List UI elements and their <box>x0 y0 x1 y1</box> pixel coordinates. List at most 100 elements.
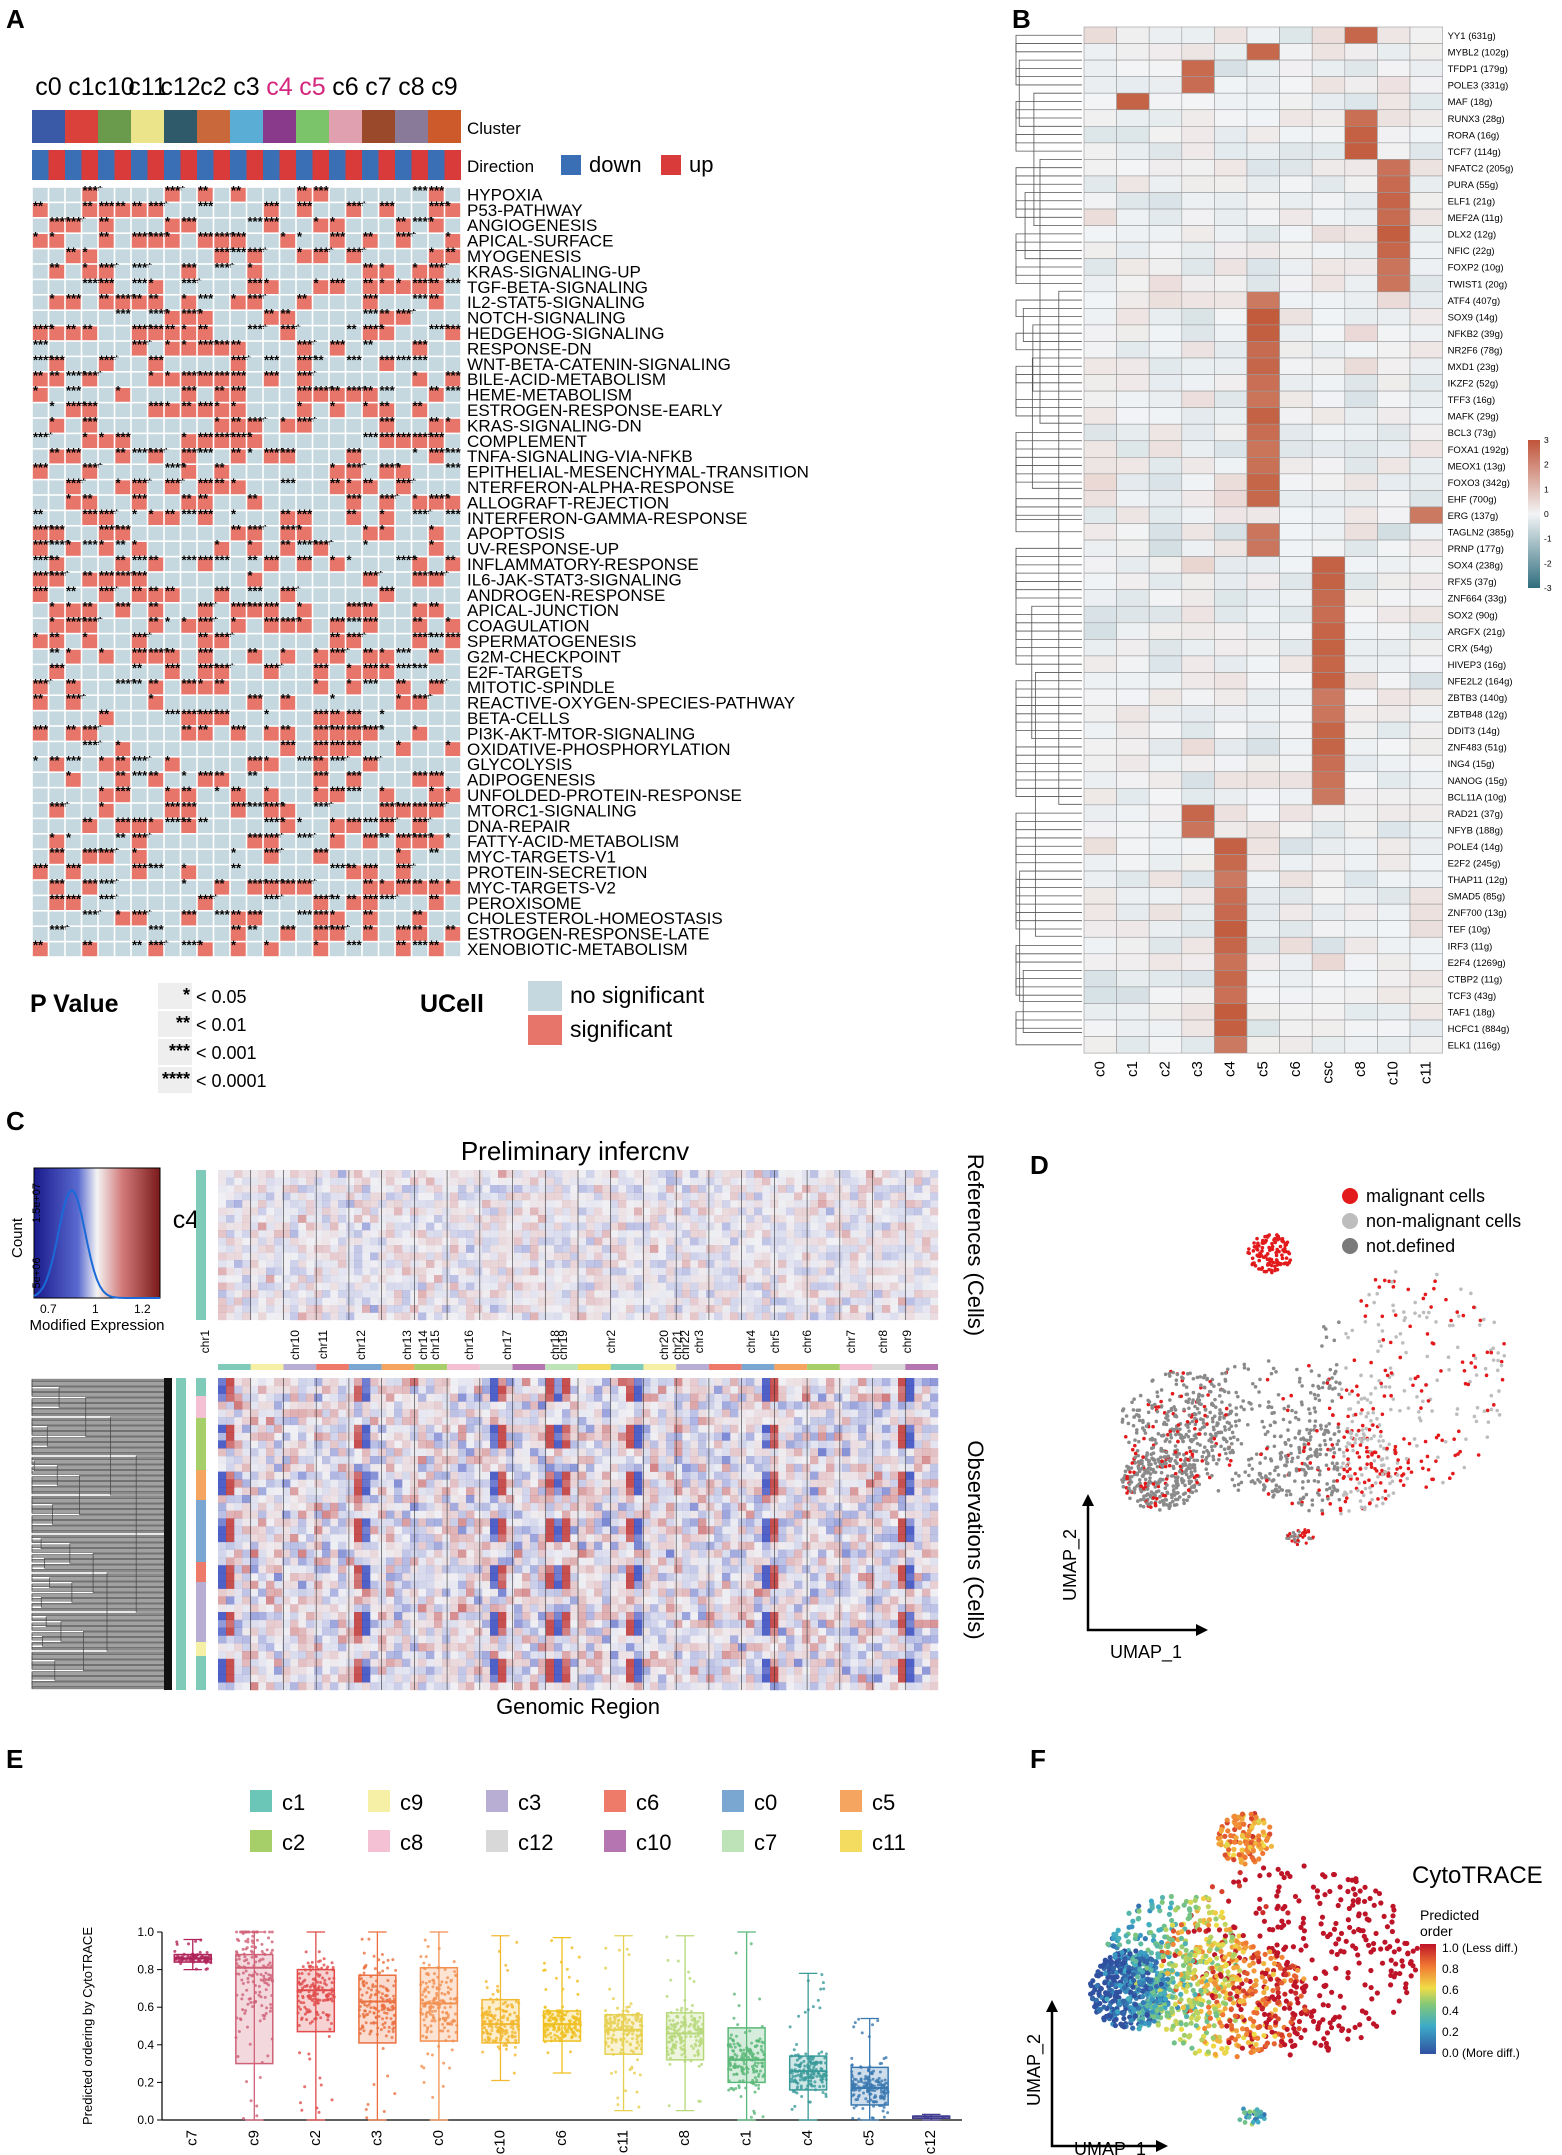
reference-heatmap-cell <box>746 1185 755 1193</box>
observation-heatmap-cell <box>818 1378 826 1386</box>
reference-heatmap-cell <box>362 1222 371 1231</box>
colorbar-tick-label: -1 <box>1544 534 1552 544</box>
ucell-cell <box>98 819 114 833</box>
reference-heatmap-cell <box>866 1297 875 1306</box>
regulon-cell <box>1181 854 1215 872</box>
regulon-cell <box>1116 854 1150 872</box>
reference-heatmap-cell <box>698 1245 706 1253</box>
regulon-cell <box>1279 556 1313 574</box>
reference-heatmap-cell <box>386 1275 394 1283</box>
reference-heatmap-cell <box>306 1215 315 1223</box>
reference-heatmap-cell <box>458 1170 466 1178</box>
regulon-cell <box>1344 59 1378 77</box>
pvalue-stars: *** <box>198 768 214 783</box>
ucell-cell <box>197 572 213 587</box>
reference-heatmap-cell <box>690 1260 698 1268</box>
regulon-cell <box>1181 208 1215 226</box>
ucell-cell <box>296 187 312 202</box>
ucell-cell <box>82 280 98 294</box>
pvalue-stars: *** <box>446 383 462 398</box>
pathway-label: ALLOGRAFT-REJECTION <box>467 493 669 512</box>
observation-heatmap-cell <box>522 1393 531 1402</box>
pvalue-stars: ** <box>314 753 325 768</box>
observation-heatmap-cell <box>458 1393 467 1402</box>
reference-heatmap-cell <box>578 1252 587 1261</box>
pvalue-stars: ** <box>429 599 440 614</box>
reference-heatmap-cell <box>378 1215 387 1223</box>
ucell-cell <box>65 942 81 957</box>
regulon-cell <box>1311 771 1346 789</box>
ucell-cell <box>247 711 263 726</box>
observation-heatmap-cell <box>650 1393 659 1402</box>
regulon-cell <box>1279 341 1313 359</box>
regulon-cell <box>1083 159 1117 177</box>
reference-heatmap-cell <box>930 1170 939 1178</box>
regulon-cell <box>1344 274 1378 293</box>
regulon-cell <box>1181 76 1215 94</box>
reference-heatmap-cell <box>922 1222 931 1231</box>
regulon-cell <box>1083 490 1117 508</box>
ucell-cell <box>247 326 263 341</box>
ucell-cell <box>263 311 279 325</box>
regulon-cell <box>1279 953 1313 971</box>
reference-heatmap-cell <box>530 1237 539 1246</box>
reference-heatmap-cell <box>858 1230 866 1238</box>
reference-heatmap-cell <box>322 1230 331 1238</box>
regulon-cell <box>1246 936 1280 955</box>
ucell-cell <box>395 280 411 294</box>
reference-heatmap-cell <box>890 1215 899 1223</box>
reference-heatmap-cell <box>802 1305 811 1313</box>
pvalue-stars: *** <box>182 214 198 229</box>
reference-heatmap-cell <box>498 1192 507 1201</box>
ucell-cell <box>362 311 378 325</box>
reference-heatmap-cell <box>482 1275 491 1283</box>
ucell-cell <box>181 434 197 448</box>
reference-heatmap-cell <box>218 1297 227 1306</box>
observation-heatmap-cell <box>362 1393 371 1402</box>
ucell-cell <box>412 249 428 264</box>
reference-heatmap-cell <box>322 1170 331 1178</box>
reference-heatmap-cell <box>466 1312 475 1321</box>
reference-heatmap-cell <box>474 1215 483 1223</box>
ucell-cell <box>131 203 147 217</box>
reference-heatmap-cell <box>306 1230 315 1238</box>
observation-heatmap-cell <box>546 1385 555 1394</box>
reference-heatmap-cell <box>338 1230 347 1238</box>
regulon-cell <box>1181 655 1215 673</box>
reference-heatmap-cell <box>506 1260 514 1268</box>
reference-heatmap-cell <box>458 1267 467 1276</box>
reference-heatmap-cell <box>362 1215 370 1223</box>
reference-heatmap-cell <box>490 1305 499 1313</box>
reference-heatmap-cell <box>370 1282 379 1291</box>
pathway-label: XENOBIOTIC-METABOLISM <box>467 940 688 959</box>
regulon-cell <box>1279 754 1313 773</box>
observation-heatmap-cell <box>290 1385 299 1394</box>
reference-heatmap-cell <box>714 1290 723 1298</box>
ucell-cell <box>115 634 131 649</box>
reference-heatmap-cell <box>762 1177 771 1186</box>
ucell-cell <box>164 187 180 202</box>
ucell-cell <box>296 927 312 941</box>
pvalue-stars: *** <box>231 722 247 737</box>
reference-heatmap-cell <box>234 1267 243 1276</box>
pvalue-stars: *** <box>347 445 363 460</box>
pvalue-stars: **** <box>83 275 104 290</box>
reference-heatmap-cell <box>706 1297 715 1306</box>
ucell-cell <box>98 680 114 695</box>
reference-heatmap-cell <box>722 1207 731 1216</box>
regulon-cell <box>1311 490 1346 508</box>
reference-heatmap-cell <box>266 1170 275 1178</box>
regulon-cell <box>1409 622 1443 640</box>
reference-heatmap-cell <box>298 1170 307 1178</box>
pvalue-stars: ** <box>363 876 374 891</box>
regulon-cell <box>1181 705 1215 723</box>
reference-heatmap-cell <box>730 1200 738 1208</box>
regulon-cell <box>1214 970 1248 988</box>
reference-heatmap-cell <box>218 1305 227 1313</box>
reference-heatmap-cell <box>906 1245 915 1253</box>
regulon-cell <box>1214 43 1248 61</box>
regulon-label: DLX2 (12g) <box>1448 230 1497 241</box>
reference-heatmap-cell <box>394 1170 403 1178</box>
cluster-color-cell <box>98 110 131 143</box>
regulon-cell <box>1181 639 1215 657</box>
